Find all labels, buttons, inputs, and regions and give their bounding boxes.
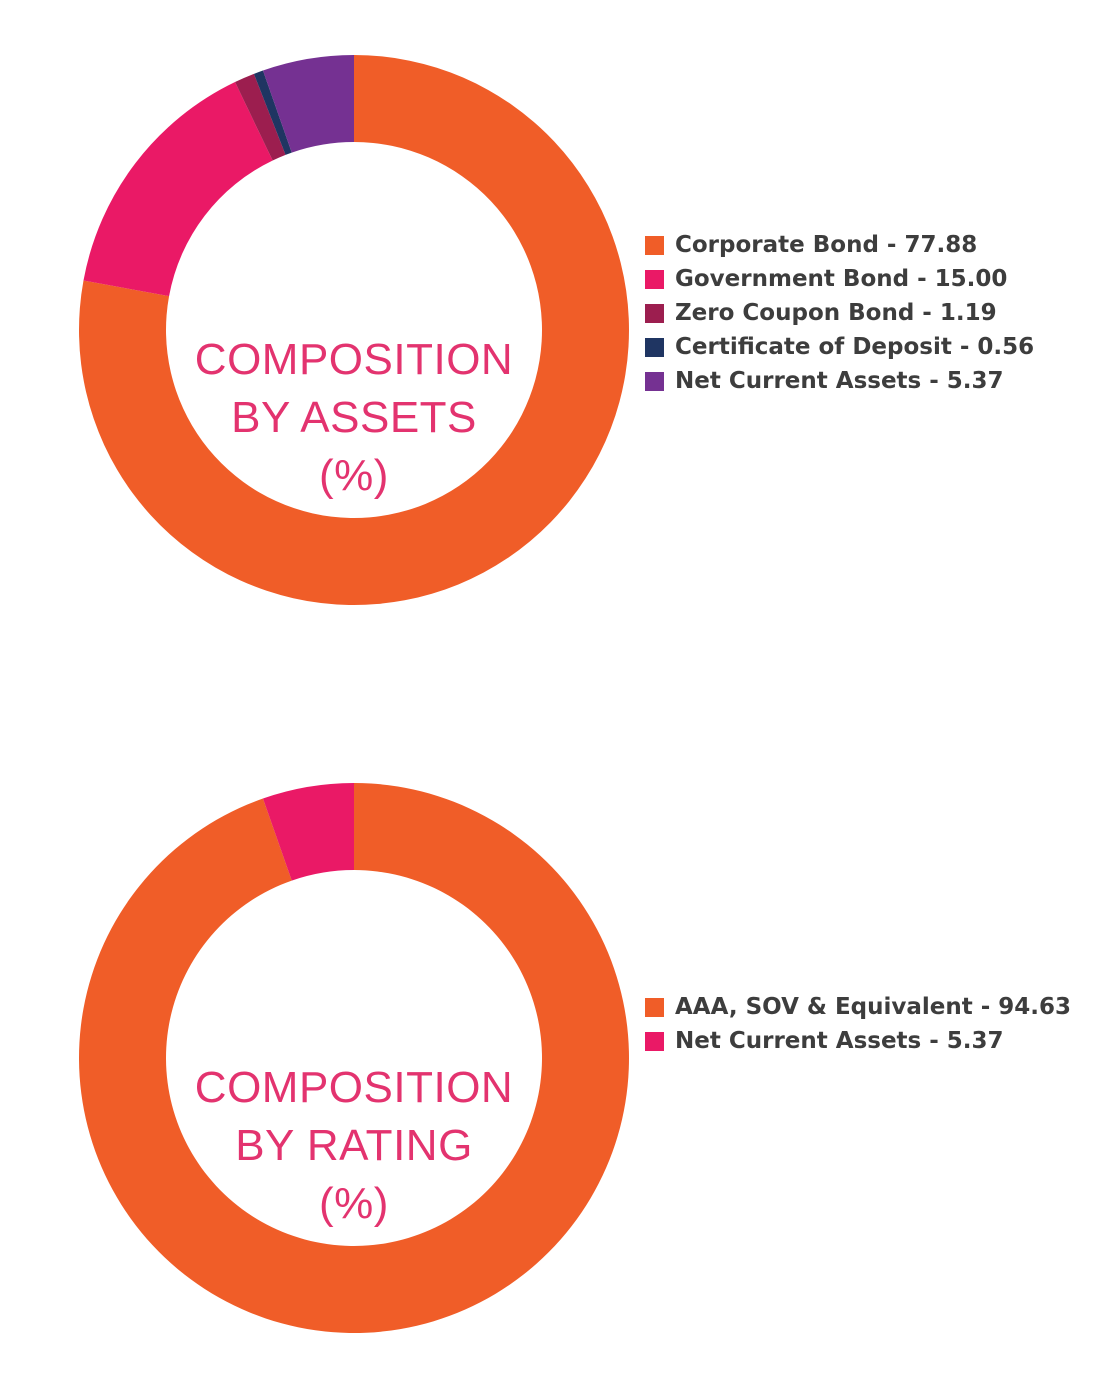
assets-title-line-1: COMPOSITION — [194, 335, 514, 384]
legend-item-corporate-bond: Corporate Bond - 77.88 — [645, 228, 1085, 262]
rating-title-line-1: COMPOSITION — [194, 1063, 514, 1112]
legend-swatch — [645, 338, 664, 357]
legend-item-net-current-assets: Net Current Assets - 5.37 — [645, 364, 1085, 398]
legend-item-government-bond: Government Bond - 15.00 — [645, 262, 1085, 296]
rating-legend: AAA, SOV & Equivalent - 94.63 Net Curren… — [645, 990, 1085, 1058]
legend-swatch — [645, 1032, 664, 1051]
donut-slice-government-bond — [83, 82, 273, 297]
legend-swatch — [645, 372, 664, 391]
legend-label: Net Current Assets - 5.37 — [675, 368, 1004, 394]
rating-title-line-3: (%) — [319, 1179, 389, 1228]
legend-label: Corporate Bond - 77.88 — [675, 232, 978, 258]
legend-swatch — [645, 304, 664, 323]
rating-donut — [78, 783, 629, 1333]
legend-label: Net Current Assets - 5.37 — [675, 1028, 1004, 1054]
donut-slice-aaa-sov-equivalent — [78, 783, 629, 1333]
assets-title-line-3: (%) — [319, 451, 389, 500]
legend-item-aaa-sov-equivalent: AAA, SOV & Equivalent - 94.63 — [645, 990, 1085, 1024]
assets-legend: Corporate Bond - 77.88 Government Bond -… — [645, 228, 1085, 398]
donut-slice-zero-coupon-bond — [235, 73, 286, 161]
legend-item-net-current-assets: Net Current Assets - 5.37 — [645, 1024, 1085, 1058]
assets-center-title: COMPOSITION BY ASSETS (%) — [184, 331, 524, 505]
assets-donut — [79, 55, 630, 605]
legend-swatch — [645, 998, 664, 1017]
legend-label: Certificate of Deposit - 0.56 — [675, 334, 1035, 360]
composition-by-rating-chart: COMPOSITION BY RATING (%) AAA, SOV & Equ… — [0, 778, 1100, 1338]
composition-by-assets-chart: COMPOSITION BY ASSETS (%) Corporate Bond… — [0, 50, 1100, 610]
legend-label: AAA, SOV & Equivalent - 94.63 — [675, 994, 1072, 1020]
rating-title-line-2: BY RATING — [235, 1121, 473, 1170]
rating-center-title: COMPOSITION BY RATING (%) — [184, 1059, 524, 1233]
legend-label: Government Bond - 15.00 — [675, 266, 1008, 292]
donut-slice-net-current-assets — [262, 55, 354, 153]
legend-item-certificate-of-deposit: Certificate of Deposit - 0.56 — [645, 330, 1085, 364]
legend-swatch — [645, 236, 664, 255]
donut-slice-net-current-assets — [262, 783, 354, 881]
legend-label: Zero Coupon Bond - 1.19 — [675, 300, 997, 326]
donut-slice-corporate-bond — [79, 55, 630, 605]
donut-slice-certificate-of-deposit — [253, 70, 292, 155]
legend-item-zero-coupon-bond: Zero Coupon Bond - 1.19 — [645, 296, 1085, 330]
assets-title-line-2: BY ASSETS — [231, 393, 477, 442]
legend-swatch — [645, 270, 664, 289]
